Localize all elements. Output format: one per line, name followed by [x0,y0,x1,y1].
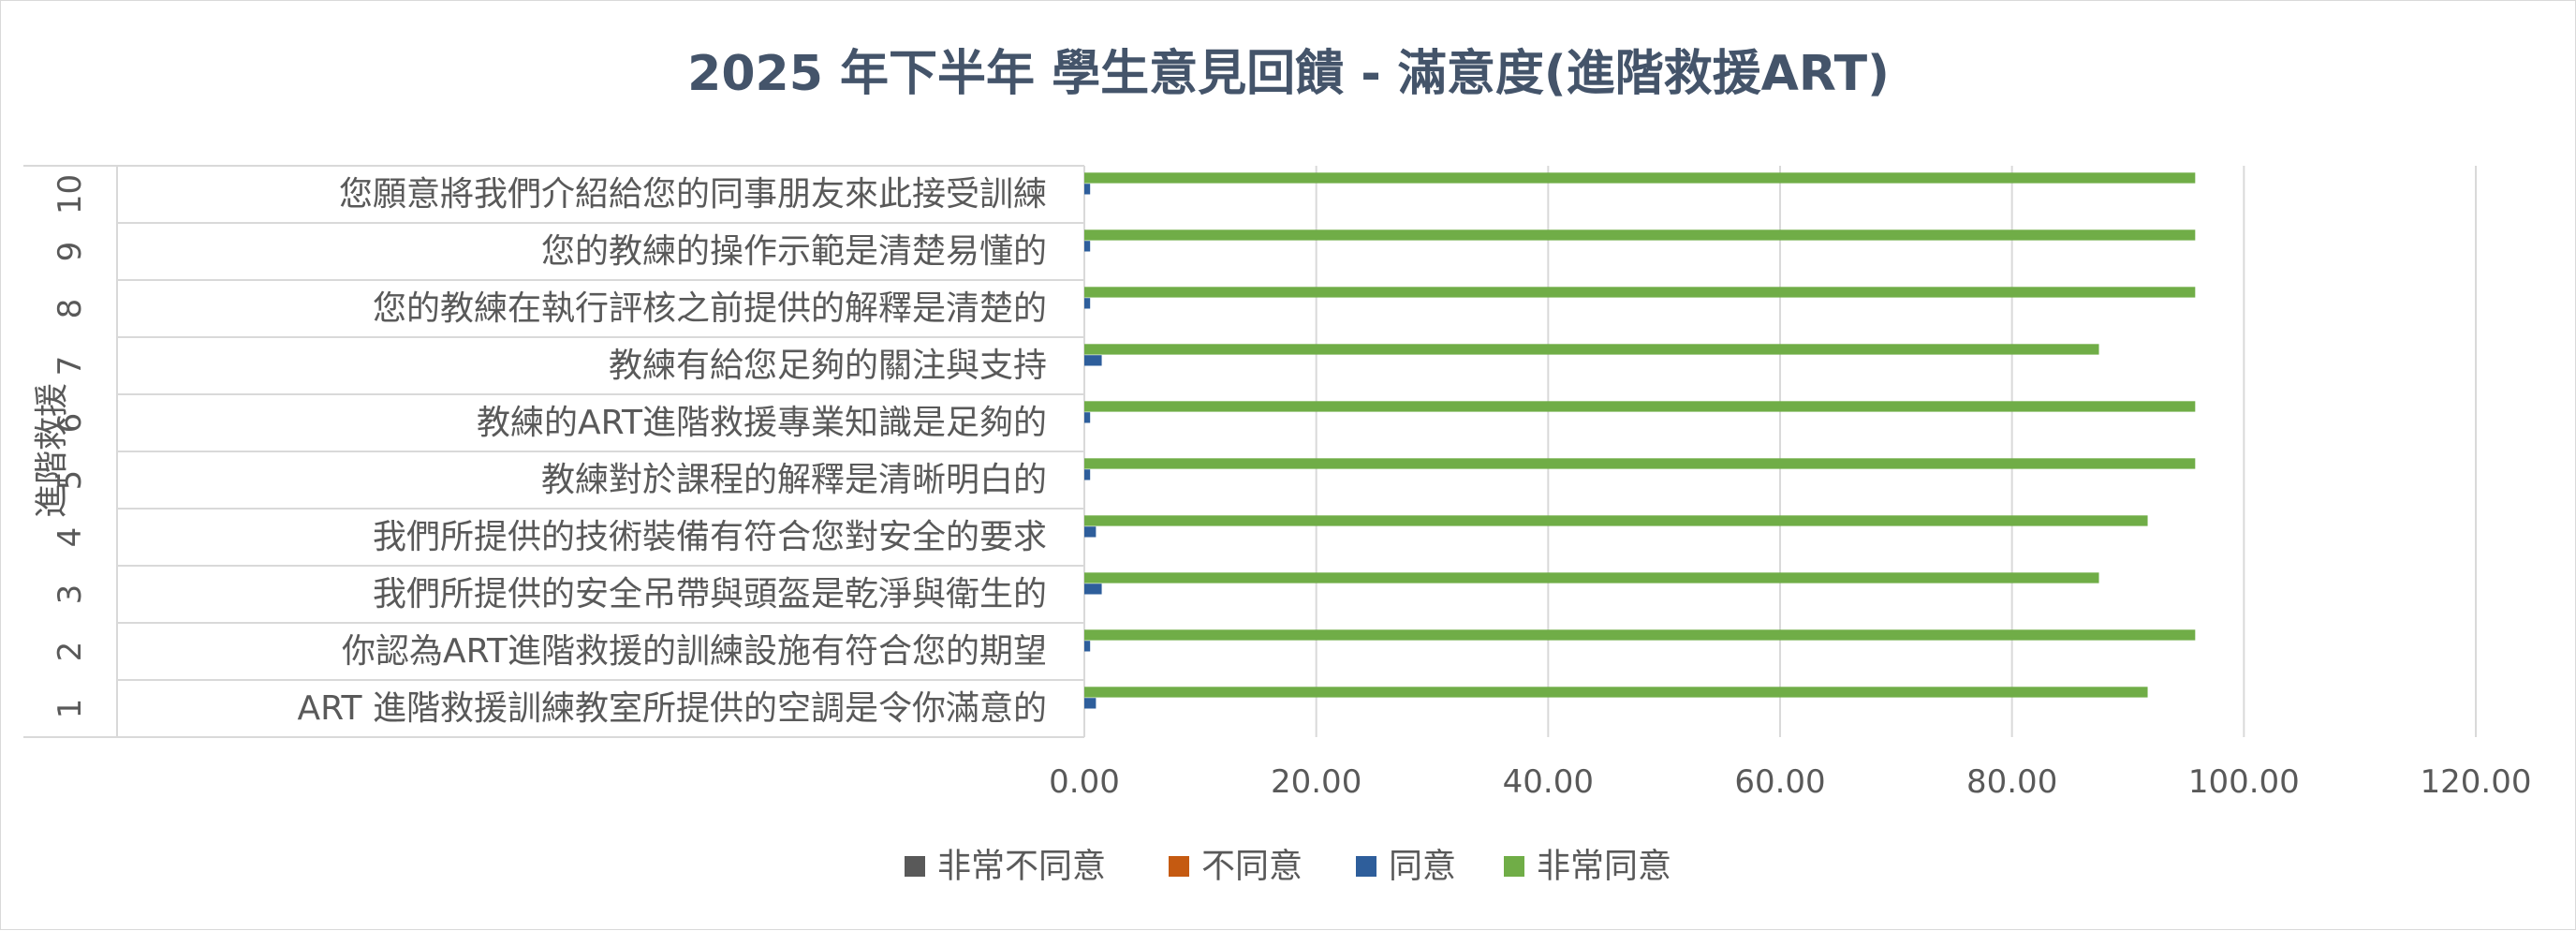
bar-3-5 [1084,469,1091,480]
bar-4-3 [1084,572,2099,584]
category-label-7: 教練有給您足夠的關注與支持 [609,347,1047,385]
x-tick-label-3: 60.00 [1734,763,1825,801]
legend-label-2: 不同意 [1201,848,1303,886]
row-number-6: 6 [52,413,89,434]
legend-swatch-3 [1356,856,1376,877]
row-number-5: 5 [52,470,89,491]
bar-3-6 [1084,412,1091,423]
legend-swatch-2 [1169,856,1189,877]
bar-4-9 [1084,229,2196,241]
bar-3-8 [1084,298,1091,309]
row-number-10: 10 [52,174,89,214]
bar-4-8 [1084,287,2196,298]
legend-label-1: 非常不同意 [937,848,1106,886]
bar-4-4 [1084,515,2148,526]
bar-4-5 [1084,458,2196,469]
category-label-4: 我們所提供的技術裝備有符合您對安全的要求 [373,518,1047,556]
x-tick-label-5: 100.00 [2188,763,2300,801]
category-label-5: 教練對於課程的解釋是清晰明白的 [541,461,1047,499]
bar-4-7 [1084,344,2099,355]
x-tick-label-6: 120.00 [2421,763,2532,801]
bar-3-9 [1084,241,1091,252]
row-number-2: 2 [52,642,89,662]
bars [1084,172,2196,709]
legend-label-3: 同意 [1389,848,1456,886]
bar-4-6 [1084,401,2196,412]
x-axis-ticks: 0.00 20.00 40.00 60.00 80.00 100.00 120.00 [1049,763,2531,801]
bar-3-1 [1084,698,1097,709]
bar-4-1 [1084,687,2148,698]
category-label-10: 您願意將我們介紹給您的同事朋友來此接受訓練 [339,175,1047,214]
x-tick-label-4: 80.00 [1966,763,2057,801]
category-label-8: 您的教練在執行評核之前提供的解釋是清楚的 [373,289,1047,328]
bar-3-4 [1084,526,1097,538]
group-axis-label: 進階救援 [33,383,71,518]
bar-3-10 [1084,184,1091,195]
bar-3-3 [1084,584,1102,595]
x-tick-label-0: 0.00 [1049,763,1120,801]
bar-4-10 [1084,172,2196,184]
category-label-6: 教練的ART進階救援專業知識是足夠的 [477,404,1047,442]
legend-swatch-4 [1504,856,1524,877]
chart-title: 2025 年下半年 學生意見回饋 - 滿意度(進階救援ART) [687,46,1890,102]
bar-3-7 [1084,355,1102,366]
bar-3-2 [1084,641,1091,652]
x-tick-label-1: 20.00 [1271,763,1362,801]
row-number-1: 1 [52,699,89,719]
gridlines [1315,166,2477,737]
row-number-4: 4 [52,527,89,548]
category-table: 1 ART 進階救援訓練教室所提供的空調是令你滿意的 2 你認為ART進階救援的訓練設… [23,165,1085,738]
row-number-8: 8 [52,299,89,319]
category-label-1: ART 進階救援訓練教室所提供的空調是令你滿意的 [298,689,1047,728]
row-number-9: 9 [52,242,89,262]
category-label-9: 您的教練的操作示範是清楚易懂的 [541,232,1047,271]
row-number-3: 3 [52,584,89,605]
x-tick-label-2: 40.00 [1503,763,1594,801]
category-label-3: 我們所提供的安全吊帶與頭盔是乾淨與衛生的 [373,575,1047,613]
bar-4-2 [1084,629,2196,641]
legend: 非常不同意 不同意 同意 非常同意 [905,848,1671,886]
category-label-2: 你認為ART進階救援的訓練設施有符合您的期望 [342,632,1047,671]
row-number-7: 7 [52,356,89,377]
legend-label-4: 非常同意 [1537,848,1671,886]
legend-swatch-1 [905,856,925,877]
